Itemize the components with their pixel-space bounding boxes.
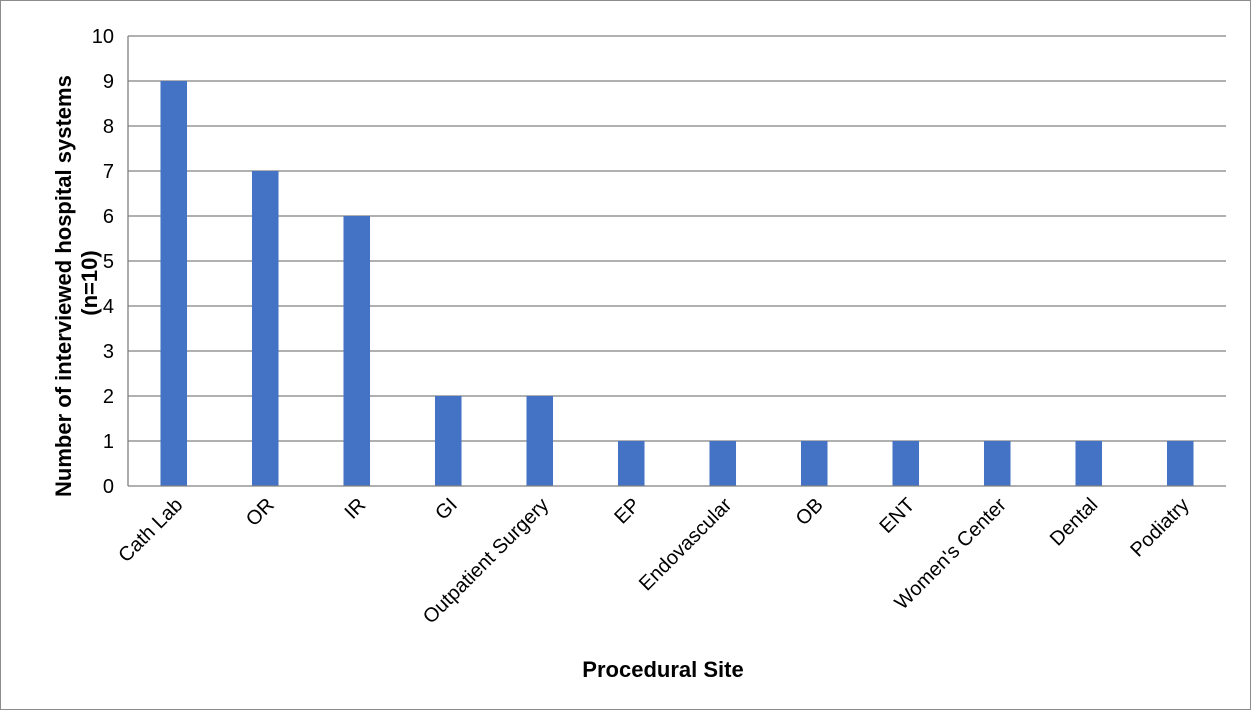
y-tick-label: 10 [92,26,114,48]
y-tick-label: 4 [103,296,114,318]
bar [251,171,279,486]
bar [617,441,645,486]
x-tick-label: Endovascular [635,494,736,595]
y-tick-label: 2 [103,386,114,408]
y-tick-labels: 0 1 2 3 4 5 6 7 8 9 10 [92,26,114,498]
x-tick-label: ENT [875,494,919,538]
x-tick-label: Cath Lab [114,494,187,567]
y-tick-label: 5 [103,251,114,273]
y-tick-label: 6 [103,206,114,228]
x-axis-title: Procedural Site [582,657,743,682]
y-tick-label: 8 [103,116,114,138]
x-tick-label: Dental [1046,494,1102,550]
bar [1166,441,1194,486]
y-tick-label: 9 [103,71,114,93]
bar [1075,441,1103,486]
x-tick-label: OR [242,494,279,531]
x-tick-label: EP [610,494,644,528]
y-tick-label: 0 [103,476,114,498]
x-tick-label: OB [792,494,828,530]
bar [343,216,371,486]
y-tick-label: 1 [103,431,114,453]
y-axis-title: Number of interviewed hospital systems (… [51,69,102,497]
bars [160,81,1194,486]
bar [709,441,737,486]
bar [160,81,188,486]
bar [892,441,920,486]
bar [800,441,828,486]
bar [434,396,462,486]
y-axis-title-line-2: (n=10) [77,250,102,315]
x-tick-label: Podiatry [1126,494,1193,561]
gridlines [128,35,1226,442]
y-tick-label: 3 [103,341,114,363]
bar [526,396,554,486]
y-tick-label: 7 [103,161,114,183]
y-axis-title-line-1: Number of interviewed hospital systems [51,75,76,497]
bar [983,441,1011,486]
x-tick-label: IR [341,494,371,524]
axes [127,36,1226,487]
x-tick-label: GI [431,494,461,524]
